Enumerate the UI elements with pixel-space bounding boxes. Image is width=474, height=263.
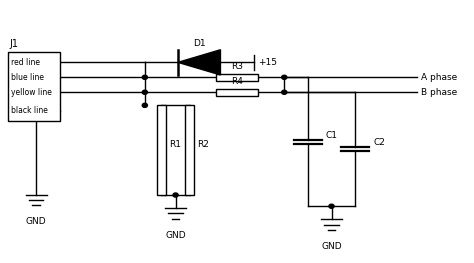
Text: R3: R3 [231, 62, 243, 70]
Text: R2: R2 [197, 140, 209, 149]
Polygon shape [178, 50, 220, 75]
Text: B phase: B phase [421, 88, 457, 97]
Circle shape [282, 75, 287, 79]
Text: C1: C1 [326, 130, 338, 140]
Text: J1: J1 [9, 39, 18, 49]
Circle shape [282, 90, 287, 94]
Text: GND: GND [26, 218, 46, 226]
Text: R4: R4 [231, 77, 243, 85]
Text: red line: red line [10, 58, 40, 67]
Circle shape [142, 75, 147, 79]
Bar [156, 105, 166, 195]
Text: +15: +15 [258, 58, 277, 67]
Circle shape [173, 193, 178, 197]
Text: D1: D1 [193, 39, 206, 48]
Circle shape [142, 90, 147, 94]
Bar [185, 105, 194, 195]
Text: blue line: blue line [10, 73, 44, 82]
Text: C2: C2 [373, 138, 385, 147]
Text: R1: R1 [169, 140, 181, 149]
Circle shape [142, 103, 147, 107]
Bar [216, 89, 258, 96]
Text: yellow line: yellow line [10, 88, 52, 97]
Text: A phase: A phase [421, 73, 457, 82]
Text: GND: GND [165, 231, 186, 240]
Text: GND: GND [321, 242, 342, 251]
Text: black line: black line [10, 107, 47, 115]
Bar [216, 74, 258, 81]
Bar [8, 52, 60, 122]
Circle shape [329, 204, 334, 208]
